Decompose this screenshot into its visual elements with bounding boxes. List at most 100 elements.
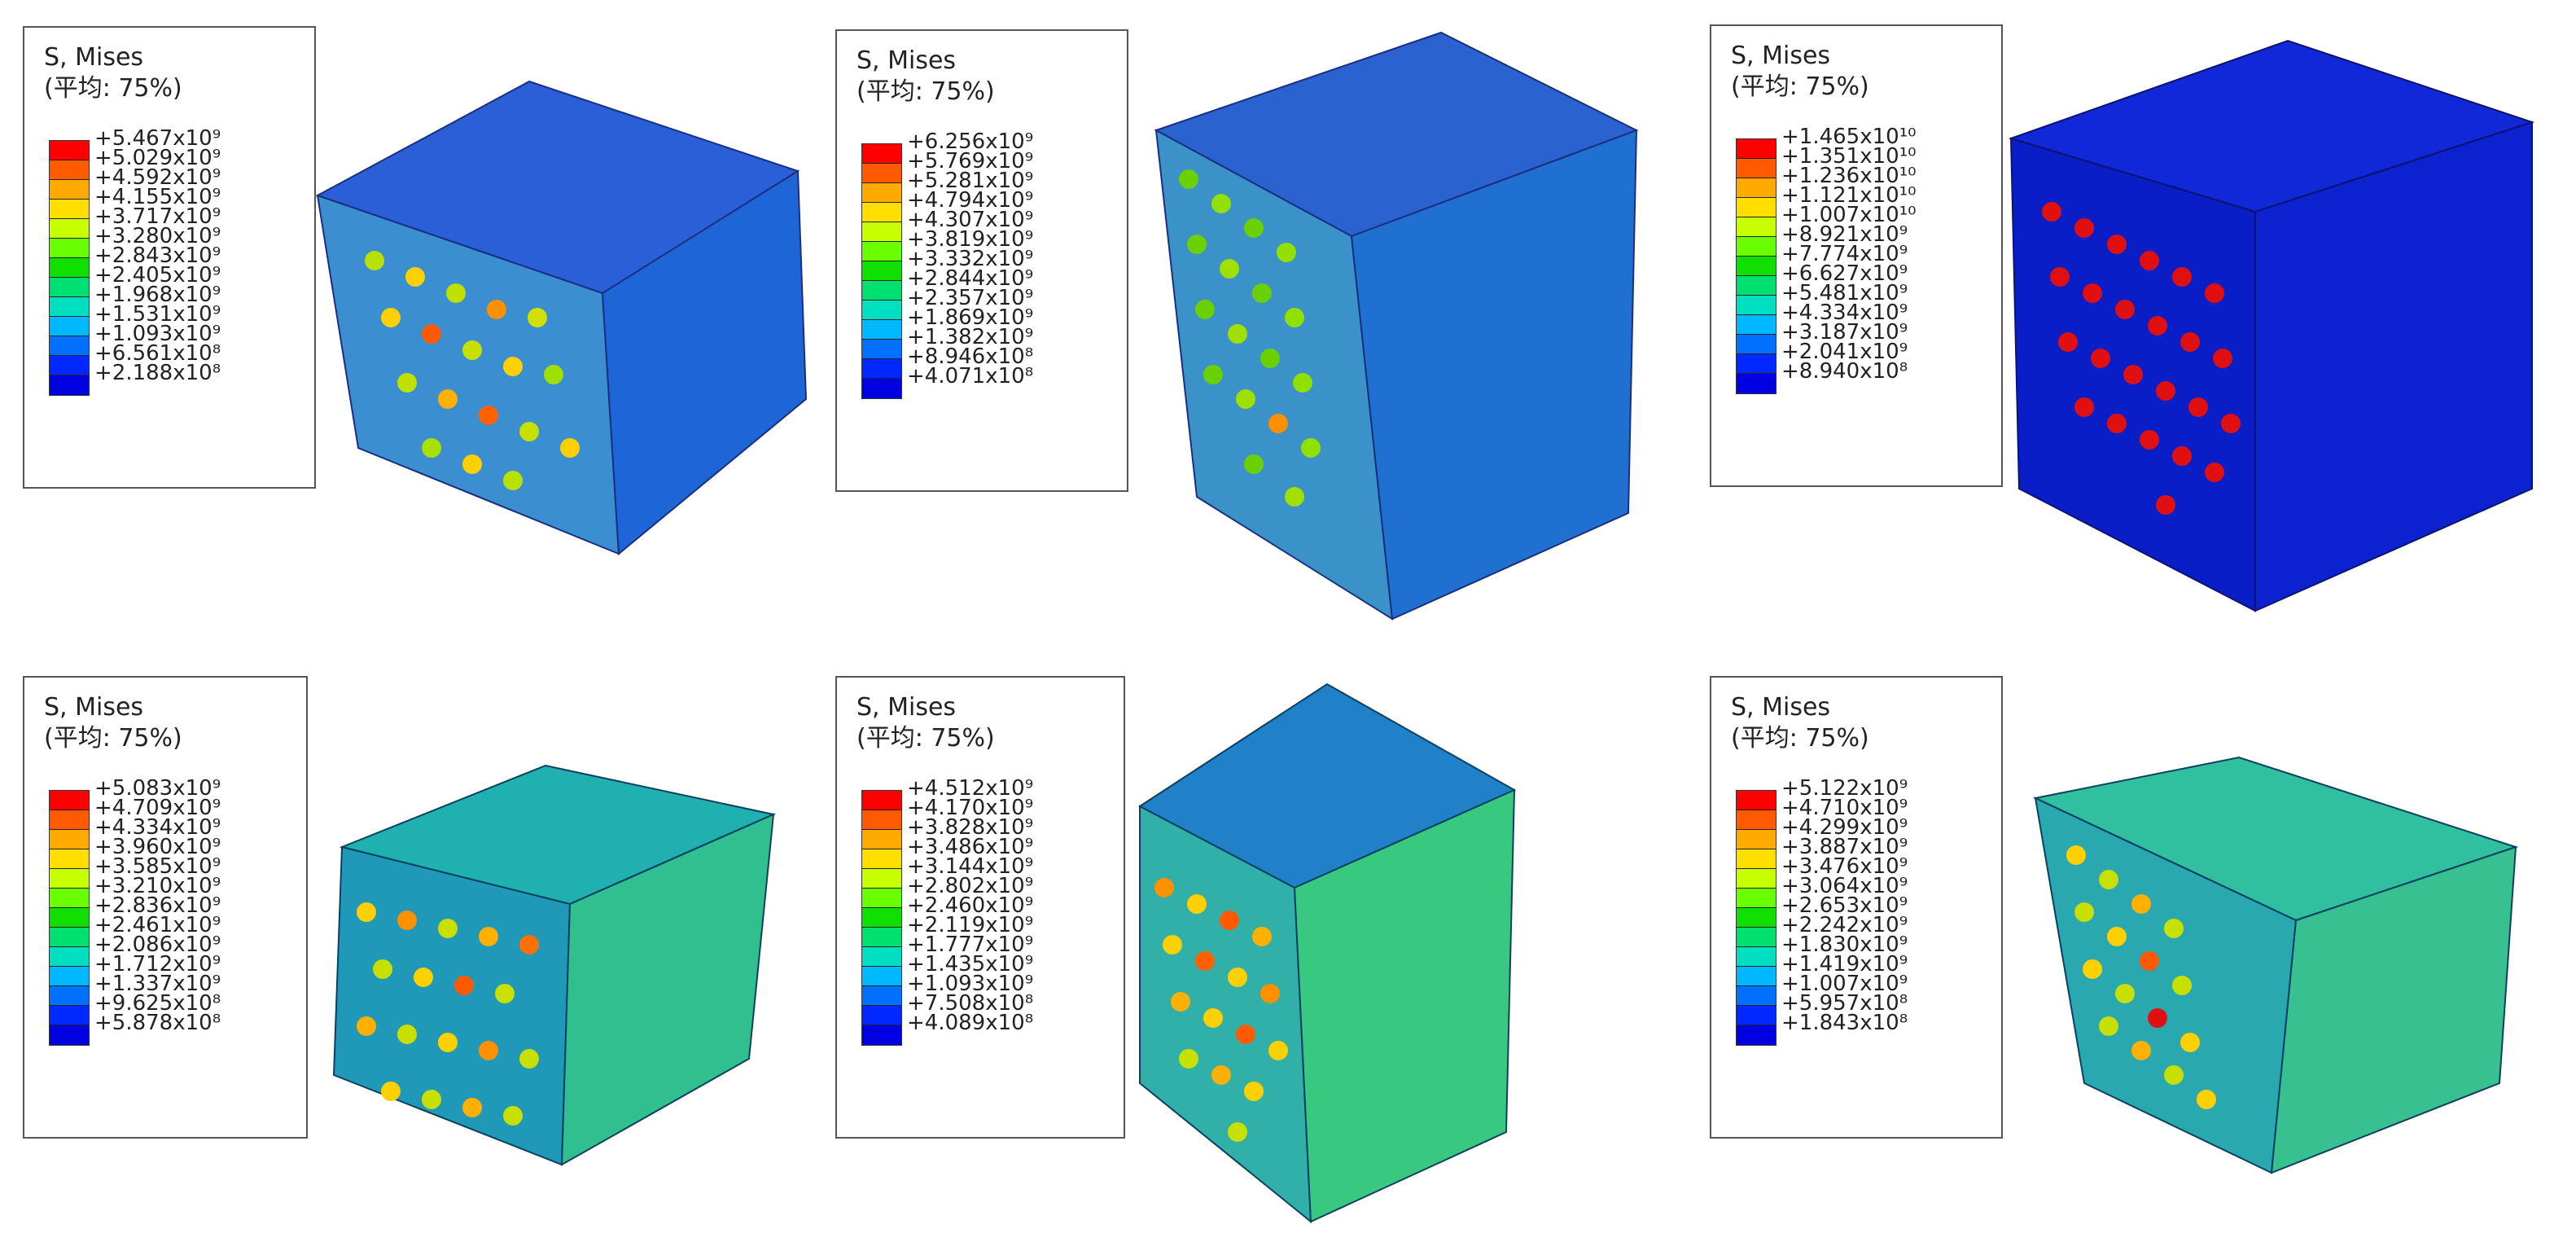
legend-value: +1.465x10¹⁰ <box>1781 125 1917 149</box>
legend-value: +2.357x10⁹ <box>907 286 1034 310</box>
color-swatch <box>862 889 901 908</box>
fea-model-3 <box>2008 39 2535 612</box>
color-swatch <box>1737 810 1776 830</box>
legend-value: +6.627x10⁹ <box>1781 261 1908 286</box>
legend-labels: +4.512x10⁹ +4.170x10⁹ +3.828x10⁹ +3.486x… <box>907 778 1034 1035</box>
color-swatch <box>1737 849 1776 869</box>
color-bar <box>1736 138 1776 394</box>
legend-value: +1.093x10⁹ <box>94 322 221 346</box>
color-swatch <box>1737 237 1776 257</box>
color-swatch <box>50 1025 89 1045</box>
legend-value: +3.332x10⁹ <box>907 247 1034 271</box>
legend-value: +5.957x10⁸ <box>1781 991 1908 1016</box>
legend-value: +4.089x10⁸ <box>907 1011 1034 1035</box>
fea-model-2 <box>1154 31 1639 621</box>
color-swatch <box>50 141 89 160</box>
legend-value: +2.653x10⁹ <box>1781 893 1908 918</box>
legend-title: S, Mises <box>856 693 957 722</box>
color-swatch <box>1737 869 1776 889</box>
legend-value: +5.029x10⁹ <box>94 146 221 170</box>
color-bar <box>1736 790 1776 1046</box>
color-swatch <box>50 160 89 180</box>
color-swatch <box>50 258 89 278</box>
color-swatch <box>862 203 901 222</box>
color-swatch <box>1737 889 1776 908</box>
legend-value: +4.155x10⁹ <box>94 185 221 209</box>
color-swatch <box>862 144 901 164</box>
color-swatch <box>50 336 89 356</box>
color-swatch <box>50 278 89 297</box>
legend-value: +4.592x10⁹ <box>94 165 221 190</box>
legend-value: +1.351x10¹⁰ <box>1781 144 1917 169</box>
legend-value: +1.435x10⁹ <box>907 952 1034 976</box>
color-swatch <box>1737 830 1776 849</box>
color-swatch <box>862 164 901 183</box>
color-swatch <box>862 340 901 359</box>
legend-value: +4.709x10⁹ <box>94 796 221 820</box>
legend-panel-5: S, Mises (平均: 75%) +4.512x10⁹ +4.170x10⁹… <box>835 676 1125 1139</box>
legend-value: +5.122x10⁹ <box>1781 776 1908 801</box>
color-swatch <box>862 830 901 849</box>
color-swatch <box>50 849 89 869</box>
color-swatch <box>50 375 89 395</box>
color-swatch <box>1737 335 1776 354</box>
fea-model-4 <box>332 764 777 1166</box>
legend-value: +9.625x10⁸ <box>94 991 221 1016</box>
fea-model-6 <box>2032 756 2519 1174</box>
legend-value: +5.281x10⁹ <box>907 169 1034 193</box>
fiber-pattern <box>2066 845 2216 1109</box>
legend-value: +3.064x10⁹ <box>1781 874 1908 898</box>
color-swatch <box>1737 198 1776 217</box>
legend-value: +1.007x10¹⁰ <box>1781 203 1917 227</box>
color-swatch <box>1737 217 1776 237</box>
legend-panel-2: S, Mises (平均: 75%) +6.256x10⁹ +5.769x10⁹… <box>835 29 1128 492</box>
fea-model-1 <box>315 80 808 556</box>
legend-value: +3.585x10⁹ <box>94 854 221 879</box>
legend-value: +3.476x10⁹ <box>1781 854 1908 879</box>
color-swatch <box>862 810 901 830</box>
color-swatch <box>1737 178 1776 198</box>
color-swatch <box>1737 276 1776 296</box>
legend-labels: +5.083x10⁹ +4.709x10⁹ +4.334x10⁹ +3.960x… <box>94 776 221 1034</box>
legend-value: +1.531x10⁹ <box>94 302 221 327</box>
legend-value: +2.405x10⁹ <box>94 263 221 287</box>
color-swatch <box>1737 139 1776 159</box>
color-swatch <box>50 239 89 258</box>
legend-title: S, Mises <box>856 46 957 75</box>
color-swatch <box>862 261 901 281</box>
legend-panel-3: S, Mises (平均: 75%) +1.465x10¹⁰ +1.351x10… <box>1710 24 2003 487</box>
color-swatch <box>1737 947 1776 967</box>
fiber-pattern <box>1179 169 1321 507</box>
color-swatch <box>862 281 901 301</box>
color-swatch <box>862 379 901 398</box>
color-swatch <box>862 791 901 810</box>
legend-panel-1: S, Mises (平均: 75%) +5.467x10⁹ +5.029x10⁹… <box>23 26 316 489</box>
fiber-pattern <box>2042 202 2241 515</box>
fiber-pattern <box>357 902 539 1126</box>
color-swatch <box>1737 967 1776 986</box>
legend-value: +8.946x10⁸ <box>907 345 1034 369</box>
legend-value: +1.968x10⁹ <box>94 283 221 307</box>
color-swatch <box>1737 908 1776 928</box>
color-swatch <box>1737 1006 1776 1025</box>
legend-labels: +5.122x10⁹ +4.710x10⁹ +4.299x10⁹ +3.887x… <box>1781 776 1908 1034</box>
legend-value: +3.960x10⁹ <box>94 835 221 859</box>
color-swatch <box>862 301 901 320</box>
legend-value: +8.921x10⁹ <box>1781 222 1908 247</box>
legend-labels: +5.467x10⁹ +5.029x10⁹ +4.592x10⁹ +4.155x… <box>94 128 221 384</box>
color-swatch <box>1737 354 1776 374</box>
legend-value: +3.819x10⁹ <box>907 227 1034 252</box>
legend-value: +7.508x10⁸ <box>907 991 1034 1016</box>
legend-value: +3.210x10⁹ <box>94 874 221 898</box>
legend-value: +3.828x10⁹ <box>907 815 1034 840</box>
color-swatch <box>862 183 901 203</box>
color-swatch <box>862 928 901 947</box>
legend-value: +5.083x10⁹ <box>94 776 221 801</box>
color-swatch <box>862 359 901 379</box>
color-swatch <box>862 947 901 967</box>
legend-subtitle: (平均: 75%) <box>1731 724 1869 753</box>
legend-value: +5.769x10⁹ <box>907 149 1034 173</box>
color-swatch <box>862 869 901 889</box>
legend-value: +2.843x10⁹ <box>94 244 221 268</box>
legend-value: +7.774x10⁹ <box>1781 242 1908 266</box>
